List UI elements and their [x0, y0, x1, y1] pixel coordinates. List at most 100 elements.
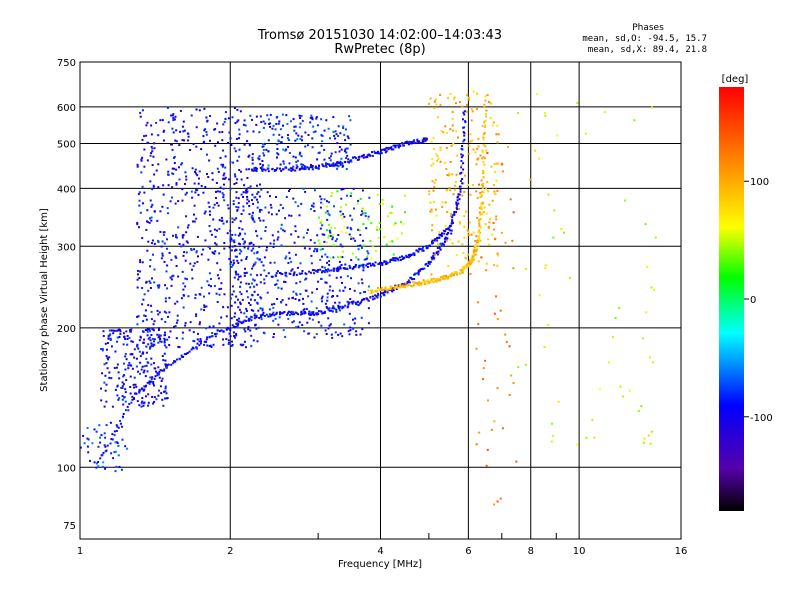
data-point	[352, 327, 355, 330]
data-point	[232, 331, 235, 334]
data-point	[116, 384, 119, 387]
data-point	[357, 244, 360, 247]
data-point	[222, 330, 225, 333]
data-point	[273, 170, 276, 172]
data-point	[259, 163, 262, 166]
data-point	[409, 281, 411, 284]
data-point	[281, 113, 284, 116]
data-point	[274, 275, 277, 278]
data-point	[346, 194, 348, 197]
data-point	[247, 282, 250, 285]
data-point	[318, 242, 321, 245]
data-point	[291, 167, 294, 170]
data-point	[451, 129, 454, 132]
data-point	[191, 277, 194, 280]
data-point	[250, 168, 253, 171]
data-point	[317, 239, 320, 242]
data-point	[183, 251, 186, 254]
data-point	[239, 281, 242, 284]
data-point	[343, 215, 346, 218]
data-point	[453, 96, 456, 99]
data-point	[362, 223, 365, 226]
data-point	[493, 264, 496, 267]
data-point	[362, 291, 365, 293]
data-point	[457, 202, 460, 205]
data-point	[184, 285, 187, 288]
data-point	[331, 289, 334, 292]
data-point	[463, 190, 466, 193]
data-point	[97, 465, 100, 468]
data-point	[203, 107, 206, 110]
data-point	[105, 424, 108, 427]
data-point	[262, 264, 265, 267]
data-point	[252, 278, 255, 281]
data-point	[163, 338, 166, 341]
data-point	[266, 246, 268, 249]
data-point	[456, 273, 458, 276]
data-point	[194, 293, 197, 296]
data-point	[199, 342, 202, 345]
data-point	[140, 159, 143, 162]
data-point	[268, 123, 270, 125]
data-point	[235, 191, 238, 194]
data-point	[280, 141, 283, 144]
data-point	[136, 315, 139, 318]
data-point	[138, 199, 141, 202]
data-point	[476, 239, 479, 242]
data-point	[405, 140, 408, 143]
data-point	[219, 190, 222, 193]
data-point	[338, 289, 341, 292]
data-point	[173, 325, 175, 328]
data-point	[213, 285, 216, 287]
data-point	[431, 224, 434, 227]
data-point	[235, 255, 238, 258]
data-point	[220, 163, 223, 166]
data-point	[487, 238, 490, 241]
data-point	[211, 178, 214, 181]
data-point	[117, 445, 120, 447]
data-point	[443, 237, 446, 240]
data-point	[147, 337, 150, 340]
data-point	[153, 142, 156, 145]
data-point	[469, 258, 472, 261]
data-point	[477, 323, 480, 326]
data-point	[338, 306, 341, 309]
data-point	[151, 188, 154, 191]
data-point	[263, 278, 266, 281]
data-point	[452, 274, 455, 277]
data-point	[493, 312, 496, 315]
data-point	[421, 267, 424, 270]
data-point	[294, 230, 297, 233]
data-point	[237, 206, 240, 209]
data-point	[295, 273, 298, 276]
data-point	[391, 205, 394, 208]
data-point	[466, 94, 469, 97]
data-point	[294, 169, 297, 172]
data-point	[492, 222, 495, 224]
data-point	[320, 324, 323, 327]
data-point	[355, 157, 358, 160]
data-point	[166, 264, 169, 267]
data-point	[237, 320, 240, 323]
y-tick-label: 200	[57, 324, 76, 335]
data-point	[259, 307, 262, 310]
data-point	[151, 277, 153, 280]
data-point	[430, 208, 433, 211]
data-point	[291, 268, 294, 271]
data-point	[334, 164, 337, 167]
data-point	[323, 129, 326, 132]
data-point	[160, 318, 163, 321]
data-point	[260, 315, 263, 318]
data-point	[139, 361, 142, 364]
data-point	[543, 346, 546, 348]
data-point	[310, 300, 313, 303]
data-point	[145, 395, 147, 398]
data-point	[199, 293, 202, 296]
data-point	[328, 289, 331, 292]
data-point	[350, 237, 353, 240]
data-point	[124, 353, 127, 355]
data-point	[245, 271, 248, 274]
data-point	[357, 282, 360, 285]
data-point	[359, 197, 362, 200]
data-point	[333, 307, 336, 310]
